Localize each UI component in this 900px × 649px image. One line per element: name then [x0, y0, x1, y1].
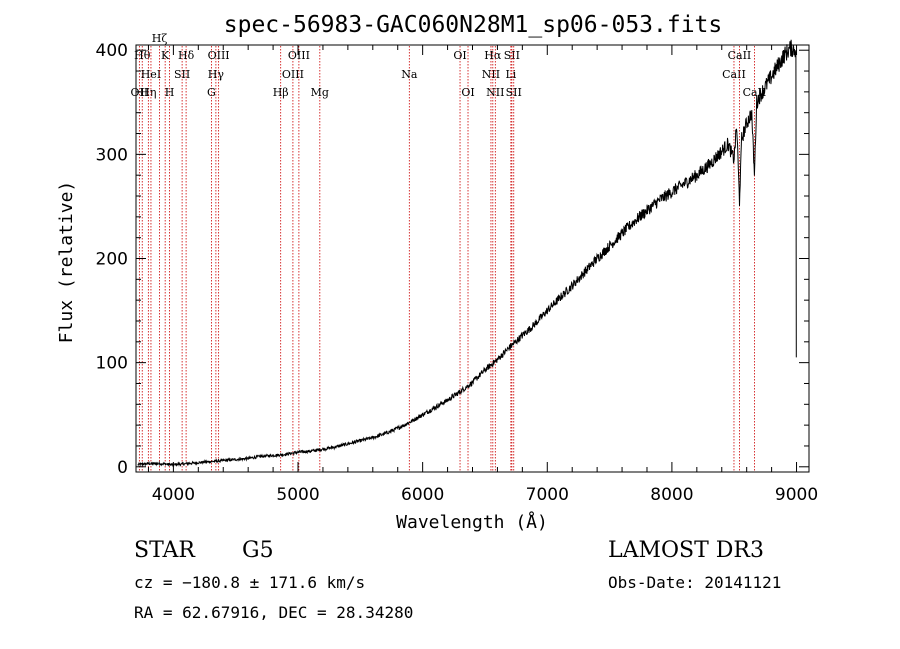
y-tick-label: 300 — [96, 145, 128, 165]
x-tick-label: 9000 — [775, 485, 818, 505]
y-axis-title: Flux (relative) — [56, 181, 77, 344]
spectral-line-markers: OII Hθ Hη HeI Hζ K H SII Hδ G Hγ OIII Hβ OIII OIII Mg Na… — [131, 32, 766, 471]
x-axis-title: Wavelength (Å) — [396, 511, 548, 533]
y-tick-label: 400 — [96, 41, 128, 61]
line-label-21: NII — [486, 86, 504, 99]
x-tick-label: 4000 — [152, 485, 195, 505]
observation-date: Obs-Date: 20141121 — [608, 573, 782, 592]
line-label-16: Na — [401, 68, 418, 81]
line-label-8: Hδ — [178, 49, 195, 62]
line-label-7: SII — [174, 68, 190, 81]
axis-ticks: 4000 5000 6000 7000 8000 9000 0 100 200 300 400 — [96, 41, 819, 505]
spectrum-line — [137, 39, 797, 468]
coordinates: RA = 62.67916, DEC = 28.34280 — [134, 603, 414, 622]
line-label-24: SII — [506, 86, 522, 99]
line-label-14: OIII — [288, 49, 310, 62]
x-tick-label: 7000 — [526, 485, 569, 505]
x-tick-label: 8000 — [650, 485, 693, 505]
line-label-11: OIII — [208, 49, 230, 62]
line-label-2: Hη — [140, 86, 156, 99]
chart-title: spec-56983-GAC060N28M1_sp06-053.fits — [224, 12, 723, 38]
line-label-23: SII — [504, 49, 520, 62]
object-class: STAR — [134, 538, 195, 563]
line-label-5: K — [161, 49, 170, 62]
object-subclass: G5 — [242, 538, 274, 563]
survey-name: LAMOST DR3 — [608, 538, 764, 563]
line-label-25: CaII — [722, 68, 746, 81]
line-label-15: Mg — [311, 86, 329, 99]
x-tick-label: 6000 — [401, 485, 444, 505]
line-label-1: Hθ — [134, 49, 151, 62]
line-label-4: Hζ — [152, 32, 168, 45]
line-label-13: OIII — [282, 68, 304, 81]
y-tick-label: 100 — [96, 354, 128, 374]
line-label-18: OI — [461, 86, 474, 99]
line-label-0: OII — [131, 86, 149, 99]
line-label-9: G — [207, 86, 216, 99]
line-label-26: CaII — [728, 49, 752, 62]
y-tick-label: 200 — [96, 250, 128, 270]
line-label-12: Hβ — [273, 86, 289, 99]
line-label-22: Li — [505, 68, 516, 81]
y-tick-label: 0 — [117, 458, 128, 478]
line-label-17: OI — [453, 49, 466, 62]
plot-frame — [135, 44, 810, 473]
line-label-10: Hγ — [208, 68, 225, 81]
line-label-20: Hα — [484, 49, 502, 62]
redshift-velocity: cz = −180.8 ± 171.6 km/s — [134, 573, 366, 592]
line-label-6: H — [165, 86, 175, 99]
x-tick-label: 5000 — [276, 485, 319, 505]
line-label-3: HeI — [141, 68, 161, 81]
line-label-19: NII — [482, 68, 500, 81]
